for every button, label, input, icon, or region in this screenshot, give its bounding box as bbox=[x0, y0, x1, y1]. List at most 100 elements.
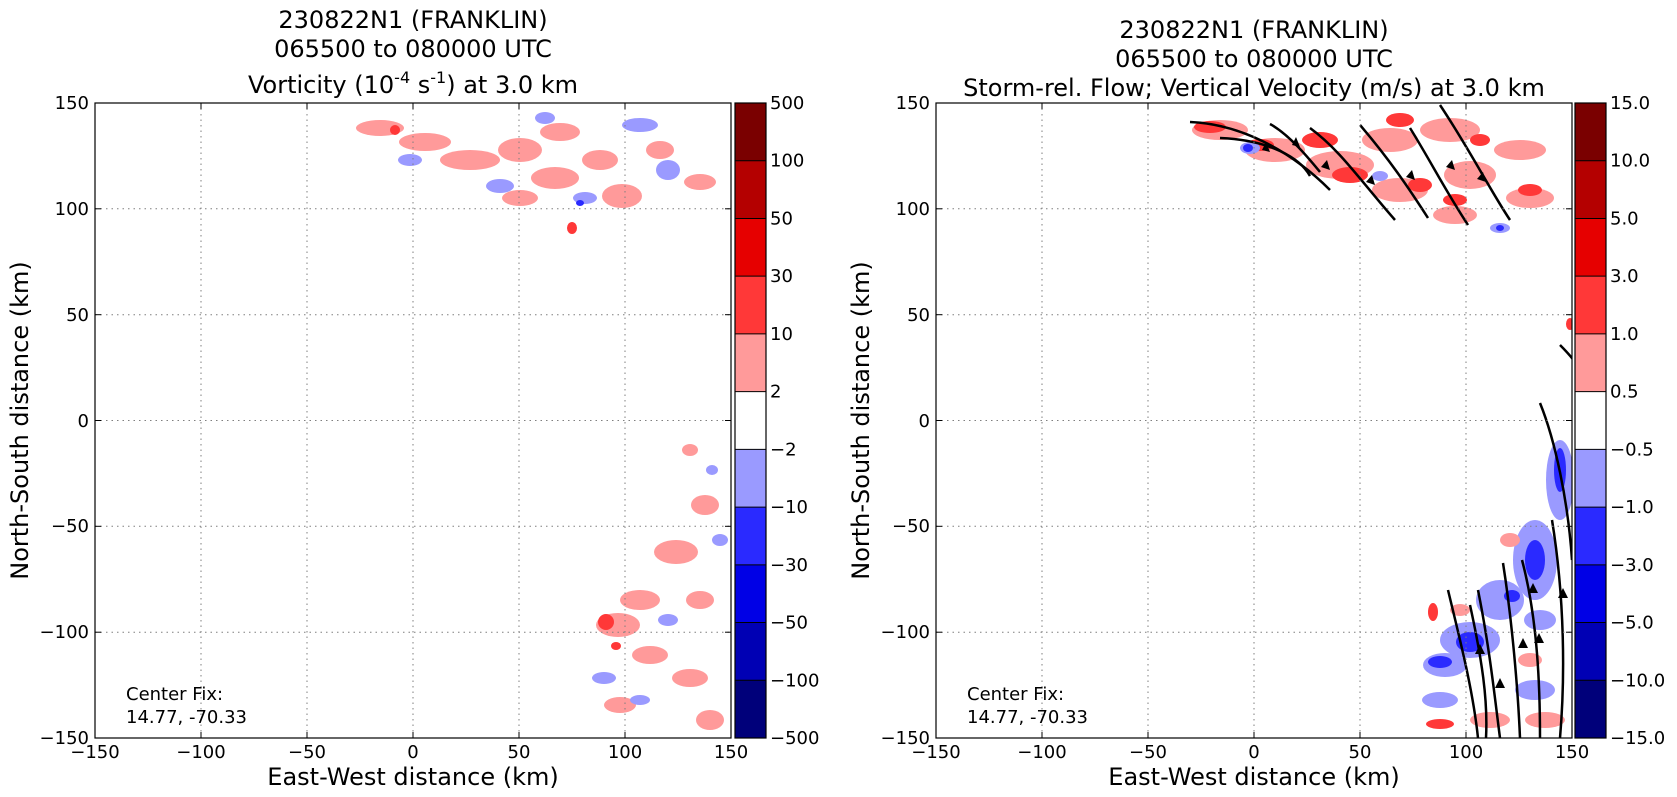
vv-y-axis-label: North-South distance (km) bbox=[847, 261, 875, 580]
vv-xtick-label: 0 bbox=[1248, 742, 1259, 763]
vv-colorbar-bin bbox=[1575, 276, 1606, 334]
vorticity-colorbar-bin bbox=[735, 218, 766, 277]
vv-center-fix-label: Center Fix: bbox=[967, 684, 1064, 705]
vorticity-colorbar-bin bbox=[735, 160, 766, 219]
vv-colorbar-bin bbox=[1575, 160, 1606, 219]
vv-colorbar-bin bbox=[1575, 564, 1606, 623]
vorticity-title-sup2: -1 bbox=[430, 68, 446, 87]
vorticity-xtick-label: −50 bbox=[288, 742, 326, 763]
vertical-velocity-panel: 230822N1 (FRANKLIN) 065500 to 080000 UTC… bbox=[847, 16, 1665, 791]
vorticity-colorbar-tick-label: −100 bbox=[770, 670, 819, 691]
vorticity-y-axis-label: North-South distance (km) bbox=[6, 261, 34, 580]
vorticity-colorbar-tick-label: −30 bbox=[770, 555, 808, 576]
vorticity-colorbar-tick-label: −10 bbox=[770, 497, 808, 518]
vorticity-x-axis-label: East-West distance (km) bbox=[267, 763, 558, 791]
vv-xtick-label: −150 bbox=[911, 742, 960, 763]
vv-ticks bbox=[935, 102, 1573, 739]
vorticity-colorbar-tick-label: 100 bbox=[770, 151, 804, 172]
vv-colorbar-tick-label: −10.0 bbox=[1610, 670, 1665, 691]
vv-ytick-label: −150 bbox=[881, 728, 930, 749]
vorticity-ytick-label: 150 bbox=[55, 93, 89, 114]
vv-colorbar-tick-label: 3.0 bbox=[1610, 266, 1639, 287]
vorticity-xtick-label: 100 bbox=[608, 742, 642, 763]
vorticity-colorbar-tick-label: 10 bbox=[770, 324, 793, 345]
vorticity-title-mid: s bbox=[410, 71, 430, 99]
vv-colorbar-tick-label: 10.0 bbox=[1610, 151, 1650, 172]
vv-colorbar-bin bbox=[1575, 391, 1606, 450]
vv-ytick-label: 50 bbox=[907, 305, 930, 326]
vorticity-colorbar-tick-label: 500 bbox=[770, 93, 804, 114]
vorticity-title-sup1: -4 bbox=[394, 68, 410, 87]
vv-colorbar-tick-label: −3.0 bbox=[1610, 555, 1654, 576]
vorticity-title-post: ) at 3.0 km bbox=[446, 71, 578, 99]
vv-title-line-1: 230822N1 (FRANKLIN) bbox=[1119, 16, 1388, 44]
vv-xtick-label: 150 bbox=[1555, 742, 1589, 763]
vv-center-fix-value: 14.77, -70.33 bbox=[967, 707, 1088, 728]
vorticity-xtick-label: 0 bbox=[407, 742, 418, 763]
vv-colorbar-tick-label: 0.5 bbox=[1610, 382, 1639, 403]
vv-ytick-label: 0 bbox=[919, 411, 930, 432]
vorticity-colorbar-tick-label: −50 bbox=[770, 613, 808, 634]
vorticity-xtick-label: 50 bbox=[508, 742, 531, 763]
vorticity-colorbar-bin bbox=[735, 680, 766, 738]
vorticity-contour-field bbox=[351, 107, 731, 738]
vorticity-xtick-label: −150 bbox=[70, 742, 119, 763]
vv-x-axis-label: East-West distance (km) bbox=[1108, 763, 1399, 791]
vv-colorbar-bin bbox=[1575, 218, 1606, 277]
vorticity-colorbar-bin bbox=[735, 622, 766, 681]
vorticity-colorbar-bin bbox=[735, 103, 766, 161]
vorticity-colorbar-tick-label: 2 bbox=[770, 382, 781, 403]
vv-contour-field bbox=[1188, 104, 1572, 738]
vv-colorbar-tick-label: 5.0 bbox=[1610, 208, 1639, 229]
vv-ytick-label: −100 bbox=[881, 622, 930, 643]
vorticity-colorbar-bin bbox=[735, 449, 766, 508]
vorticity-colorbar-tick-label: −2 bbox=[770, 439, 797, 460]
vorticity-colorbar-bin bbox=[735, 564, 766, 623]
vv-streamlines bbox=[1189, 104, 1572, 738]
vv-ytick-label: −50 bbox=[892, 516, 930, 537]
vv-colorbar-tick-label: −5.0 bbox=[1610, 613, 1654, 634]
vv-colorbar-bin bbox=[1575, 507, 1606, 565]
vorticity-colorbar-tick-label: 50 bbox=[770, 208, 793, 229]
vorticity-colorbar-tick-label: 30 bbox=[770, 266, 793, 287]
vv-colorbar-tick-label: 1.0 bbox=[1610, 324, 1639, 345]
vv-colorbar-bin bbox=[1575, 103, 1606, 161]
vorticity-xtick-label: −100 bbox=[176, 742, 225, 763]
vv-title-line-2: 065500 to 080000 UTC bbox=[1115, 45, 1393, 73]
vv-colorbar-tick-label: −1.0 bbox=[1610, 497, 1654, 518]
vv-title-line-3: Storm-rel. Flow; Vertical Velocity (m/s)… bbox=[963, 74, 1545, 102]
vv-xtick-label: 50 bbox=[1349, 742, 1372, 763]
vv-colorbar-bin bbox=[1575, 622, 1606, 681]
vorticity-grid bbox=[95, 103, 731, 738]
vorticity-ytick-label: 100 bbox=[55, 199, 89, 220]
vorticity-title-line-2: 065500 to 080000 UTC bbox=[274, 35, 552, 63]
vv-colorbar: −15.0 −10.0 −5.0 −3.0 −1.0 −0.5 0.5 1.0 3.0 5.0 10… bbox=[1574, 93, 1665, 749]
vv-xtick-label: −100 bbox=[1017, 742, 1066, 763]
vorticity-center-fix-value: 14.77, -70.33 bbox=[126, 707, 247, 728]
vorticity-colorbar-bin bbox=[735, 276, 766, 334]
vorticity-ticks bbox=[94, 102, 732, 739]
vv-colorbar-tick-label: −15.0 bbox=[1610, 728, 1665, 749]
vorticity-colorbar-bin bbox=[735, 507, 766, 565]
vv-xtick-label: −50 bbox=[1129, 742, 1167, 763]
vorticity-panel: 230822N1 (FRANKLIN) 065500 to 080000 UTC… bbox=[6, 6, 819, 791]
vorticity-title-pre: Vorticity (10 bbox=[248, 71, 394, 99]
vorticity-colorbar-bin bbox=[735, 391, 766, 450]
vorticity-ytick-label: −150 bbox=[40, 728, 89, 749]
vorticity-colorbar: −500 −100 −50 −30 −10 −2 2 10 30 50 100 500 bbox=[734, 93, 819, 749]
vorticity-colorbar-tick-label: −500 bbox=[770, 728, 819, 749]
vv-grid bbox=[936, 103, 1572, 738]
vv-colorbar-bin bbox=[1575, 680, 1606, 738]
vorticity-colorbar-bin bbox=[735, 333, 766, 392]
vorticity-title-line-1: 230822N1 (FRANKLIN) bbox=[278, 6, 547, 34]
vorticity-ytick-label: 0 bbox=[78, 411, 89, 432]
vv-ytick-label: 150 bbox=[896, 93, 930, 114]
vv-colorbar-bin bbox=[1575, 449, 1606, 508]
vv-colorbar-tick-label: −0.5 bbox=[1610, 439, 1654, 460]
vorticity-ytick-label: 50 bbox=[66, 305, 89, 326]
vv-streamline-arrows bbox=[1262, 137, 1568, 688]
vv-ytick-label: 100 bbox=[896, 199, 930, 220]
vorticity-title-line-3: Vorticity (10-4 s-1) at 3.0 km bbox=[248, 68, 578, 99]
vv-xtick-label: 100 bbox=[1449, 742, 1483, 763]
